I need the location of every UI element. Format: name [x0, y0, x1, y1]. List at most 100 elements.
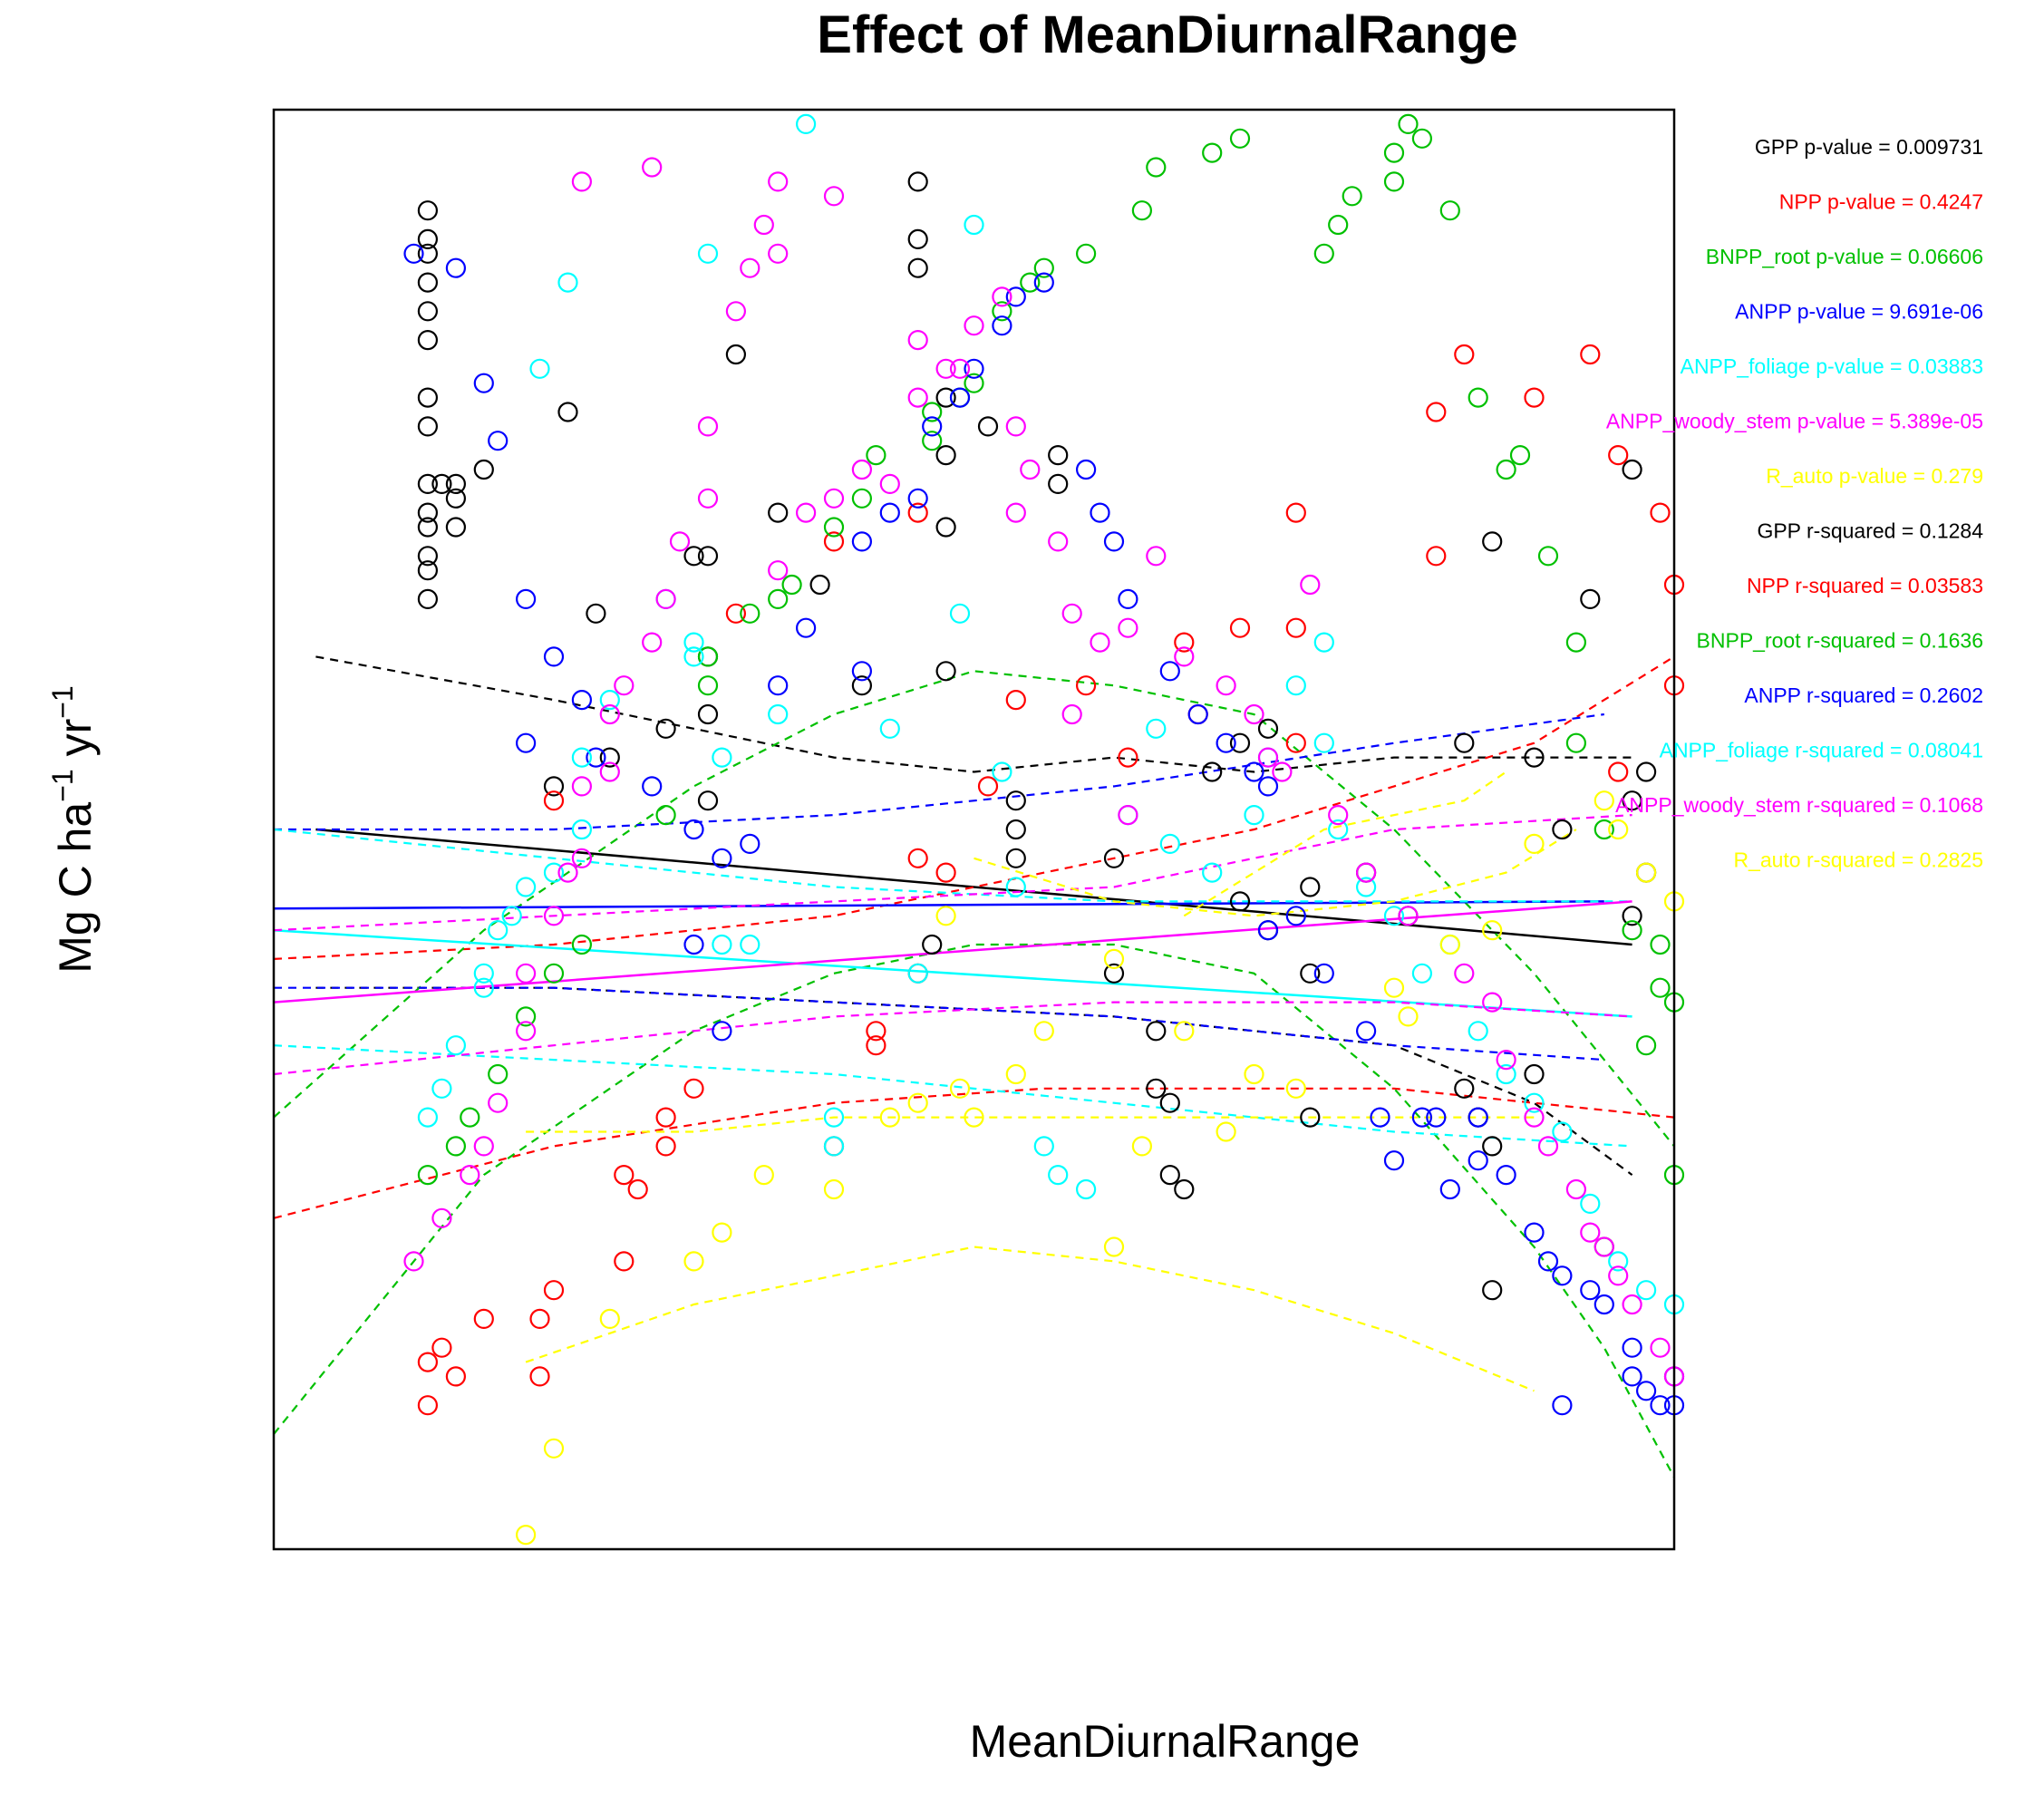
- point-anpp-3: [488, 431, 509, 451]
- point-anpp-4: [515, 588, 537, 610]
- point-npp-40: [823, 531, 845, 552]
- point-npp-16: [866, 1021, 886, 1042]
- point-gpp-30: [1005, 790, 1026, 811]
- point-gpp-53: [1524, 747, 1545, 768]
- point-gpp-1: [417, 228, 438, 249]
- point-anpp-woody-stem-19: [725, 301, 747, 322]
- point-gpp-60: [431, 473, 452, 495]
- fit-line-gpp-ci-upper-1: [315, 655, 1632, 773]
- point-anpp-foliage-27: [1048, 1164, 1069, 1186]
- point-gpp-9: [417, 502, 438, 523]
- point-r-auto-12: [1033, 1021, 1054, 1042]
- point-anpp-30: [1118, 588, 1138, 610]
- x-axis-label: MeanDiurnalRange: [970, 1716, 1361, 1767]
- point-npp-9: [614, 1164, 635, 1186]
- point-bnpp-root-2: [460, 1107, 480, 1128]
- point-r-auto-16: [1216, 1121, 1236, 1142]
- point-anpp-woody-stem-7: [543, 906, 565, 926]
- point-r-auto-28: [1398, 1006, 1419, 1027]
- point-gpp-13: [417, 588, 438, 610]
- point-anpp-37: [1285, 906, 1306, 926]
- point-gpp-59: [1635, 761, 1657, 782]
- point-anpp-foliage-1: [431, 1078, 452, 1099]
- point-gpp-12: [417, 560, 438, 581]
- point-gpp-32: [1005, 848, 1026, 868]
- point-anpp-woody-stem-6: [515, 963, 537, 984]
- point-bnpp-root-17: [922, 402, 943, 422]
- point-anpp-woody-stem-3: [473, 1136, 494, 1157]
- point-bnpp-root-5: [543, 963, 565, 984]
- point-anpp-woody-stem-30: [935, 358, 956, 379]
- point-gpp-15: [445, 488, 466, 509]
- point-anpp-49: [1580, 1280, 1601, 1301]
- fit-line-anpp-woody-stem-ci-upper-14: [273, 814, 1632, 932]
- point-anpp-woody-stem-43: [1257, 747, 1279, 768]
- point-anpp-foliage-52: [557, 272, 578, 293]
- point-npp-18: [907, 848, 928, 868]
- point-anpp-11: [683, 819, 704, 840]
- point-bnpp-root-21: [1020, 272, 1041, 293]
- stat-annotation-9: BNPP_root r-squared = 0.1636: [1697, 629, 1983, 653]
- point-npp-13: [683, 1078, 704, 1099]
- point-anpp-45: [1496, 1164, 1516, 1186]
- point-anpp-foliage-51: [529, 358, 550, 379]
- point-anpp-57: [1552, 1395, 1573, 1416]
- fit-line-anpp-foliage-linear-10: [273, 928, 1632, 1018]
- point-anpp-foliage-2: [445, 1035, 466, 1056]
- point-anpp-53: [1635, 1381, 1657, 1401]
- point-anpp-foliage-19: [823, 1107, 845, 1128]
- point-bnpp-root-44: [1650, 977, 1671, 998]
- point-anpp-12: [712, 1021, 732, 1042]
- point-bnpp-root-40: [1565, 632, 1587, 653]
- point-gpp-56: [1622, 906, 1642, 926]
- point-anpp-woody-stem-0: [403, 1251, 424, 1272]
- fit-line-npp-ci-lower-4: [273, 1087, 1675, 1219]
- point-npp-24: [1174, 632, 1195, 653]
- point-r-auto-11: [1005, 1063, 1026, 1085]
- point-anpp-34: [1244, 761, 1264, 782]
- point-anpp-foliage-47: [1580, 1193, 1601, 1215]
- point-anpp-23: [964, 358, 984, 379]
- point-r-auto-2: [599, 1308, 620, 1330]
- point-gpp-2: [417, 243, 438, 264]
- point-npp-5: [529, 1366, 550, 1387]
- point-bnpp-root-15: [866, 445, 886, 466]
- point-anpp-52: [1622, 1366, 1642, 1387]
- fit-line-anpp-foliage-ci-lower-12: [273, 1044, 1632, 1148]
- fit-line-r-auto-ci-lower-19: [1183, 771, 1507, 917]
- point-anpp-woody-stem-14: [642, 632, 663, 653]
- plot-marks: [273, 113, 1685, 1546]
- point-anpp-foliage-31: [1159, 833, 1180, 855]
- point-npp-22: [1075, 675, 1097, 696]
- point-gpp-28: [935, 517, 956, 538]
- point-gpp-29: [935, 661, 956, 682]
- point-anpp-woody-stem-38: [1118, 617, 1138, 638]
- point-gpp-0: [417, 200, 438, 221]
- point-bnpp-root-26: [1202, 142, 1223, 163]
- point-gpp-36: [1146, 1021, 1167, 1042]
- point-bnpp-root-4: [515, 1006, 537, 1027]
- point-bnpp-root-29: [1342, 186, 1362, 207]
- point-bnpp-root-23: [1075, 243, 1097, 264]
- point-anpp-woody-stem-42: [1244, 703, 1264, 725]
- point-bnpp-root-39: [1537, 546, 1559, 567]
- point-anpp-46: [1524, 1222, 1545, 1243]
- y-axis-label-base: Mg C ha: [50, 802, 101, 974]
- point-anpp-woody-stem-41: [1216, 675, 1236, 696]
- point-anpp-woody-stem-53: [1565, 1178, 1587, 1200]
- point-bnpp-root-41: [1565, 732, 1587, 753]
- point-bnpp-root-27: [1229, 128, 1251, 149]
- point-anpp-22: [949, 387, 971, 408]
- point-anpp-woody-stem-49: [1482, 992, 1503, 1013]
- point-anpp-woody-stem-11: [599, 761, 620, 782]
- point-gpp-10: [417, 517, 438, 538]
- point-anpp-24: [992, 315, 1012, 336]
- point-anpp-foliage-55: [964, 214, 984, 236]
- point-bnpp-root-3: [488, 1063, 509, 1085]
- point-r-auto-13: [1103, 1236, 1125, 1257]
- point-anpp-woody-stem-5: [515, 1021, 537, 1042]
- fit-line-gpp-linear-0: [315, 828, 1632, 946]
- point-anpp-foliage-25: [1005, 877, 1026, 897]
- point-npp-11: [655, 1136, 676, 1157]
- point-anpp-foliage-30: [1146, 718, 1167, 739]
